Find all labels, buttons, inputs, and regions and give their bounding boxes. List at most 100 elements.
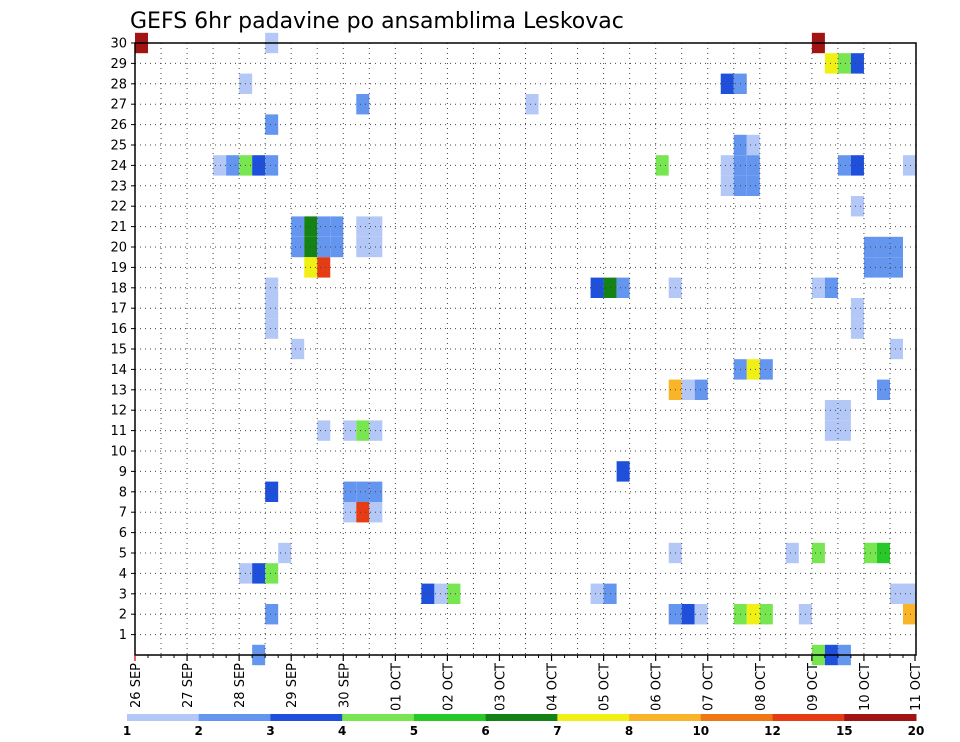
x-tick-label: 03 OCT: [494, 663, 509, 711]
colorbar-label: 20: [908, 724, 925, 738]
precip-cell: [720, 175, 734, 196]
colorbar-label: 15: [836, 724, 853, 738]
precip-cell: [317, 420, 331, 441]
y-tick-label: 1: [119, 628, 127, 643]
precip-cell: [356, 420, 370, 441]
colorbar-swatch: [629, 714, 702, 721]
x-tick-label: 08 OCT: [754, 663, 769, 711]
colorbar-label: 10: [692, 724, 709, 738]
precip-cell: [694, 379, 708, 400]
x-tick-label: 01 OCT: [389, 663, 404, 711]
y-tick-label: 9: [119, 465, 127, 480]
precip-cell: [252, 155, 266, 176]
precip-cell: [720, 73, 734, 94]
precip-cell: [590, 583, 604, 604]
precip-cell: [876, 236, 890, 258]
precip-cell: [265, 481, 279, 502]
colorbar-swatch: [413, 714, 487, 721]
y-tick-label: 6: [119, 526, 127, 541]
precip-cell: [616, 461, 630, 482]
precip-cell: [356, 502, 370, 523]
precip-cell: [746, 359, 760, 380]
precip-cell: [265, 277, 279, 298]
y-tick-label: 17: [110, 302, 127, 317]
precip-cell: [759, 359, 773, 380]
precip-cell: [837, 420, 851, 441]
y-tick-label: 28: [110, 77, 127, 92]
y-tick-label: 15: [110, 343, 127, 358]
colorbar-label: 8: [625, 724, 633, 738]
precip-cell: [278, 542, 292, 564]
y-tick-label: 7: [119, 506, 127, 521]
precip-cell: [902, 155, 916, 176]
y-tick-label: 26: [110, 118, 127, 133]
precip-cell: [356, 94, 370, 115]
colorbar-swatch: [342, 714, 415, 721]
precip-cell: [824, 400, 838, 421]
precip-cell: [850, 53, 864, 74]
precip-cell: [213, 155, 227, 176]
precip-cell: [889, 583, 903, 604]
y-tick-label: 5: [119, 547, 127, 562]
precip-cell: [759, 604, 773, 625]
precip-cell: [330, 236, 344, 258]
colorbar-swatch: [700, 714, 774, 721]
precip-cell: [824, 53, 838, 74]
precip-cell: [447, 583, 461, 604]
precip-cell: [876, 379, 890, 400]
y-tick-label: 23: [110, 179, 127, 194]
x-tick-label: 06 OCT: [650, 663, 665, 711]
precip-cell: [265, 318, 279, 339]
y-tick-label: 30: [110, 37, 127, 52]
y-tick-label: 27: [110, 98, 127, 113]
y-tick-label: 13: [110, 383, 127, 398]
colorbar-swatch: [270, 714, 343, 721]
precip-cell: [356, 481, 370, 502]
y-tick-label: 4: [119, 567, 127, 582]
y-tick-label: 19: [110, 261, 127, 276]
y-tick-label: 16: [110, 322, 127, 337]
precip-cell: [850, 155, 864, 176]
x-tick-label: 02 OCT: [441, 663, 456, 711]
precip-cell: [343, 420, 357, 441]
precip-cell: [291, 236, 305, 258]
precip-cell: [317, 236, 331, 258]
colorbar-swatch: [844, 714, 917, 721]
precip-cell: [746, 134, 760, 156]
colorbar-swatch: [772, 714, 845, 721]
precip-cell: [837, 400, 851, 421]
x-axis: 26 SEP 27 SEP 28 SEP 29 SEP 30 SEP 01 OCT 02 O…: [129, 655, 924, 711]
y-tick-label: 21: [110, 220, 127, 235]
precip-cell: [889, 236, 903, 258]
colorbar-label: 1: [123, 724, 131, 738]
grid-layer: [135, 43, 916, 655]
x-tick-label: 26 SEP: [129, 663, 144, 708]
precip-cell: [317, 216, 331, 237]
colorbar-swatch: [198, 714, 271, 721]
precip-cell: [265, 563, 279, 584]
colorbar-label: 2: [195, 724, 203, 738]
y-tick-label: 25: [110, 139, 127, 154]
precip-cell: [785, 542, 799, 564]
y-tick-label: 18: [110, 281, 127, 296]
precip-cell: [876, 257, 890, 278]
precip-cell: [746, 155, 760, 176]
precip-cell: [265, 155, 279, 176]
precip-cell: [356, 236, 370, 258]
precip-cell: [902, 583, 916, 604]
precip-cell: [616, 277, 630, 298]
precip-cell: [681, 604, 695, 625]
precip-cell: [694, 604, 708, 625]
x-tick-label: 28 SEP: [233, 663, 248, 708]
precip-cell: [889, 257, 903, 278]
precip-cell: [876, 542, 890, 564]
colorbar-label: 6: [481, 724, 489, 738]
precip-cell: [343, 481, 357, 502]
y-tick-label: 3: [119, 587, 127, 602]
precip-cell: [343, 502, 357, 523]
colorbar-swatch: [485, 714, 558, 721]
x-tick-label: 29 SEP: [285, 663, 300, 708]
precip-cell: [837, 53, 851, 74]
colorbar-label: 12: [764, 724, 781, 738]
